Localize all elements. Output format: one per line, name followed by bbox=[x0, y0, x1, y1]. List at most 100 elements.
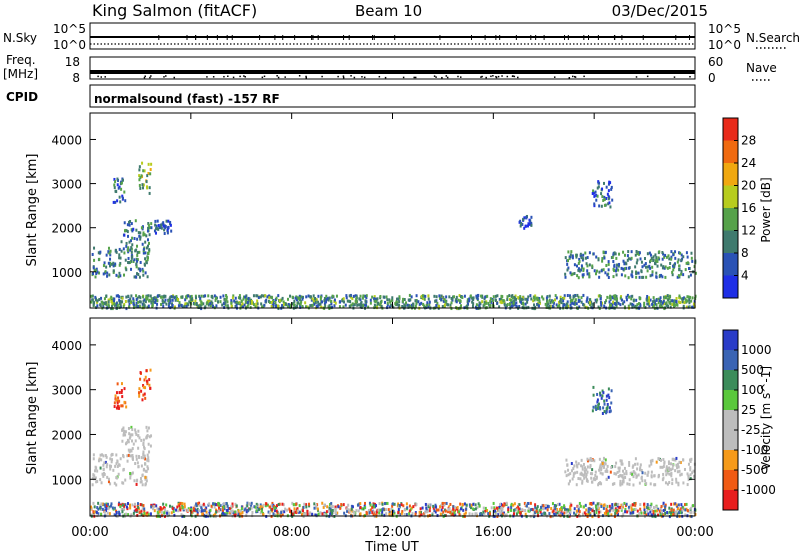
nave-dot bbox=[305, 76, 308, 79]
power-cell bbox=[116, 177, 119, 181]
power-cell bbox=[680, 258, 683, 262]
velocity-cell bbox=[142, 384, 145, 388]
power-cell bbox=[159, 226, 162, 230]
power-cell bbox=[139, 235, 142, 239]
power-cell bbox=[305, 305, 308, 309]
power-cell bbox=[373, 297, 376, 301]
velocity-cell bbox=[390, 509, 393, 513]
power-cell bbox=[167, 299, 170, 303]
power-cell bbox=[648, 251, 651, 255]
velocity-cell bbox=[419, 507, 422, 511]
power-cell bbox=[418, 302, 421, 306]
velocity-cell bbox=[138, 387, 141, 391]
power-cell bbox=[123, 303, 126, 307]
velocity-cell bbox=[92, 473, 95, 477]
velocity-cell bbox=[588, 458, 591, 462]
power-cell bbox=[604, 301, 607, 305]
velocity-cell bbox=[301, 512, 304, 516]
power-cell bbox=[142, 169, 145, 173]
power-cell bbox=[598, 181, 601, 185]
velocity-cell bbox=[212, 502, 215, 506]
velocity-cell bbox=[651, 508, 654, 512]
velocity-cell bbox=[625, 472, 628, 476]
velocity-cell bbox=[271, 507, 274, 511]
velocity-cell bbox=[99, 504, 102, 508]
power-cell bbox=[584, 256, 587, 260]
cpid-label: CPID bbox=[6, 90, 38, 104]
velocity-cell bbox=[201, 503, 204, 507]
velocity-cell bbox=[689, 458, 692, 462]
power-cell bbox=[146, 174, 149, 178]
velocity-cell bbox=[534, 503, 537, 507]
power-cell bbox=[260, 294, 263, 298]
power-cell bbox=[607, 260, 610, 264]
power-cell bbox=[102, 302, 105, 306]
velocity-cell bbox=[149, 444, 152, 448]
power-cell bbox=[580, 296, 583, 300]
power-cell bbox=[356, 303, 359, 307]
power-cell bbox=[379, 301, 382, 305]
power-cell bbox=[475, 303, 478, 307]
velocity-cell bbox=[329, 512, 332, 516]
power-cell bbox=[110, 307, 113, 311]
velocity-cell bbox=[232, 511, 235, 515]
power-cell bbox=[114, 262, 117, 266]
velocity-cell bbox=[158, 510, 161, 514]
power-cell bbox=[343, 300, 346, 304]
velocity-cell bbox=[599, 391, 602, 395]
nave-dot bbox=[402, 76, 405, 79]
power-cell bbox=[156, 294, 159, 298]
velocity-cell bbox=[558, 507, 561, 511]
power-cell bbox=[317, 300, 320, 304]
power-cell bbox=[394, 302, 397, 306]
power-cell bbox=[135, 298, 138, 302]
velocity-cell bbox=[115, 398, 118, 402]
velocity-cell bbox=[201, 512, 204, 516]
power-cell bbox=[373, 303, 376, 307]
velocity-cell bbox=[595, 407, 598, 411]
velocity-cell bbox=[359, 502, 362, 506]
power-cell bbox=[144, 240, 147, 244]
velocity-cell bbox=[546, 505, 549, 509]
velocity-cell bbox=[463, 512, 466, 516]
velocity-cell bbox=[141, 507, 144, 511]
velocity-cell bbox=[303, 513, 306, 517]
velocity-cell bbox=[458, 512, 461, 516]
velocity-cell bbox=[567, 473, 570, 477]
colorbar-tick-label: -100 bbox=[741, 443, 768, 457]
velocity-cell bbox=[604, 462, 607, 466]
velocity-cell bbox=[198, 509, 201, 513]
power-cell bbox=[567, 259, 570, 263]
power-cell bbox=[677, 258, 680, 262]
power-cell bbox=[171, 304, 174, 308]
nave-dot bbox=[414, 76, 417, 79]
velocity-cell bbox=[137, 391, 140, 395]
power-cell bbox=[225, 294, 228, 298]
power-cell bbox=[665, 303, 668, 307]
power-cell bbox=[669, 302, 672, 306]
velocity-cell bbox=[334, 507, 337, 511]
power-cell bbox=[508, 303, 511, 307]
power-cell bbox=[630, 273, 633, 277]
power-cell bbox=[277, 307, 280, 311]
time-xaxis: 00:00 04:00 08:00 12:00 16:00 20:00 00:00 bbox=[71, 113, 714, 540]
velocity-cell bbox=[625, 469, 628, 473]
power-cell bbox=[603, 197, 606, 201]
velocity-cell bbox=[322, 505, 325, 509]
velocity-cell bbox=[392, 509, 395, 513]
power-cell bbox=[580, 264, 583, 268]
power-cell bbox=[562, 304, 565, 308]
velocity-cell bbox=[610, 506, 613, 510]
velocity-cell bbox=[582, 473, 585, 477]
power-cell bbox=[142, 231, 145, 235]
nave-dot bbox=[206, 76, 208, 78]
power-cell bbox=[641, 265, 644, 269]
velocity-cell bbox=[102, 471, 105, 475]
velocity-cell bbox=[434, 503, 437, 507]
power-cell bbox=[655, 271, 658, 275]
velocity-cell bbox=[623, 501, 626, 505]
velocity-cell bbox=[247, 508, 250, 512]
velocity-cell bbox=[300, 508, 303, 512]
power-cell bbox=[93, 301, 96, 305]
velocity-cell bbox=[123, 507, 126, 511]
